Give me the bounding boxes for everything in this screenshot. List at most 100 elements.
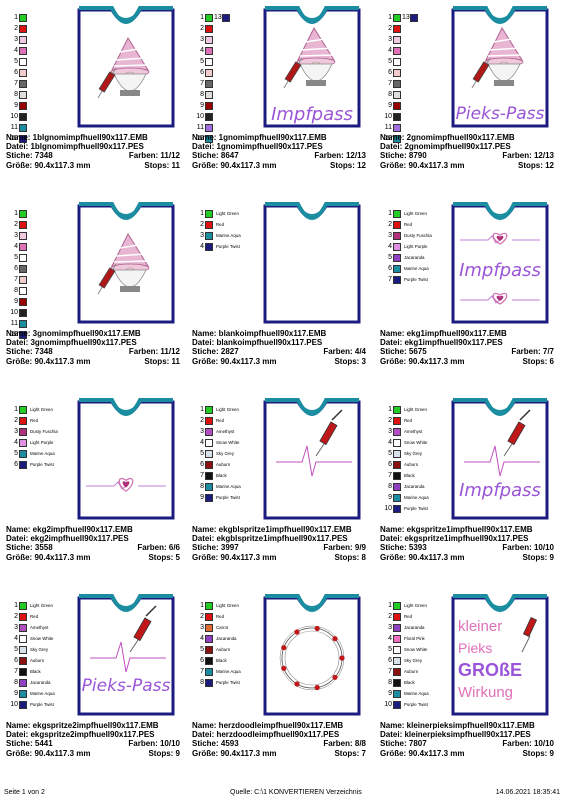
swatch-number: 3 bbox=[200, 428, 204, 435]
design-info: Name: 1gnomimpfhuell90x117.EMB Datei: 1gn… bbox=[192, 133, 366, 170]
color-swatch: 8 bbox=[6, 285, 86, 296]
swatch-number: 6 bbox=[388, 265, 392, 272]
swatch-color-box bbox=[393, 101, 401, 110]
swatch-color-box bbox=[19, 330, 27, 339]
color-swatch: 11 bbox=[6, 122, 86, 133]
swatch-number: 11 bbox=[196, 124, 204, 131]
info-row: Name: ekgblspritze1impfhuell90x117.EMB bbox=[192, 525, 366, 534]
swatch-number: 3 bbox=[388, 232, 392, 239]
swatch-number: 12 bbox=[196, 135, 204, 142]
color-swatch: 6 Purple Twist bbox=[6, 459, 86, 470]
info-row: Name: herzdoodleimpfhuell90x117.EMB bbox=[192, 721, 366, 730]
swatch-label: Black bbox=[216, 658, 227, 663]
swatch-color-box bbox=[19, 286, 27, 295]
swatch-color-box bbox=[393, 689, 401, 698]
swatch-number: 6 bbox=[200, 461, 204, 468]
swatch-number: 2 bbox=[14, 417, 18, 424]
swatch-label: Light Green bbox=[30, 407, 53, 412]
swatch-color-box bbox=[19, 438, 27, 447]
stop-count: Stops: 11 bbox=[144, 356, 180, 366]
swatch-number: 1 bbox=[388, 14, 392, 21]
color-swatch: 8 Jacaranda bbox=[6, 677, 86, 688]
color-swatch: 3 bbox=[192, 34, 272, 45]
info-row: Stiche: 8790 Farben: 12/13 bbox=[380, 151, 554, 160]
color-swatch: 8 Black bbox=[380, 677, 460, 688]
design-size: Größe: 90.4x117.3 mm bbox=[380, 356, 465, 366]
swatch-number: 12 bbox=[10, 135, 18, 142]
color-swatch: 4 Snow White bbox=[380, 437, 460, 448]
stop-count: Stops: 12 bbox=[329, 160, 366, 170]
swatch-color-box bbox=[205, 57, 213, 66]
swatch-label: Light Green bbox=[404, 407, 427, 412]
swatch-number: 5 bbox=[14, 58, 18, 65]
stop-count: Stops: 6 bbox=[522, 356, 554, 366]
swatch-number: 9 bbox=[14, 690, 18, 697]
swatch-number: 8 bbox=[14, 91, 18, 98]
design-file: Datei: 1gnomimpfhuell90x117.PES bbox=[192, 142, 323, 152]
color-swatch: 5 Sky Grey bbox=[6, 644, 86, 655]
pouch-preview bbox=[451, 398, 549, 520]
color-swatch: 6 Auburn bbox=[380, 459, 460, 470]
swatch-color-box bbox=[19, 308, 27, 317]
swatch-label: Marine Aqua bbox=[404, 495, 429, 500]
design-file: Datei: kleinerpieksimpfhuell90x117.PES bbox=[380, 730, 531, 740]
design-file: Datei: herzdoodleimpfhuell90x117.PES bbox=[192, 730, 340, 740]
color-swatch: 7 Black bbox=[380, 470, 460, 481]
page-number: Seite 1 von 2 bbox=[4, 789, 45, 796]
color-swatch: 3 Dusty Fuschia bbox=[380, 230, 460, 241]
info-row: Datei: ekgblspritze1impfhuell90x117.PES bbox=[192, 534, 366, 543]
color-swatch: 2 Red bbox=[6, 415, 86, 426]
info-row: Stiche: 7348 Farben: 11/12 bbox=[6, 347, 180, 356]
info-row: Größe: 90.4x117.3 mm Stops: 5 bbox=[6, 553, 180, 562]
swatch-color-box bbox=[19, 645, 27, 654]
pouch-preview bbox=[77, 398, 175, 520]
design-card: 1 2 3 4 5 6 7 8 9 10 11 12 Name: 1blgnomimpfhuell90x… bbox=[0, 0, 186, 196]
swatch-label: Floral Pink bbox=[404, 636, 425, 641]
stitch-count: Stiche: 2827 bbox=[192, 347, 239, 357]
color-count: Farben: 7/7 bbox=[511, 347, 554, 357]
color-swatch: 7 bbox=[192, 78, 272, 89]
swatch-number: 5 bbox=[14, 646, 18, 653]
color-swatch: 9 Marine Aqua bbox=[6, 688, 86, 699]
swatch-label: Light Green bbox=[404, 211, 427, 216]
pouch-text: Pieks-Pass bbox=[455, 104, 545, 124]
swatch-color-box bbox=[205, 601, 213, 610]
color-swatch: 11 bbox=[192, 122, 272, 133]
swatch-color-box bbox=[205, 634, 213, 643]
stitch-count: Stiche: 5441 bbox=[6, 739, 53, 749]
design-card: 1 13 2 3 4 5 6 7 8 9 10 11 12 Impfpass Name: 1gnomimpf… bbox=[186, 0, 372, 196]
swatch-number: 6 bbox=[14, 265, 18, 272]
swatch-color-box bbox=[19, 112, 27, 121]
swatch-number: 10 bbox=[196, 113, 204, 120]
color-swatch: 9 Marine Aqua bbox=[380, 688, 460, 699]
color-swatch: 1 13 bbox=[380, 12, 460, 23]
swatch-number: 10 bbox=[10, 701, 18, 708]
swatch-color-box bbox=[205, 90, 213, 99]
swatch-color-box bbox=[19, 79, 27, 88]
swatch-color-box bbox=[205, 449, 213, 458]
swatch-color-box bbox=[205, 68, 213, 77]
swatch-color-box bbox=[205, 645, 213, 654]
swatch-number: 11 bbox=[10, 320, 18, 327]
design-name: Name: 2gnomimpfhuell90x117.EMB bbox=[380, 133, 515, 142]
color-swatch: 2 Red bbox=[6, 611, 86, 622]
swatch-label: Snow White bbox=[404, 440, 428, 445]
swatch-color-box bbox=[19, 13, 27, 22]
design-size: Größe: 90.4x117.3 mm bbox=[6, 356, 91, 366]
swatch-number: 9 bbox=[388, 494, 392, 501]
swatch-number: 2 bbox=[200, 221, 204, 228]
info-row: Größe: 90.4x117.3 mm Stops: 9 bbox=[380, 553, 554, 562]
info-row: Stiche: 7807 Farben: 10/10 bbox=[380, 739, 554, 748]
swatch-number: 2 bbox=[388, 613, 392, 620]
stop-count: Stops: 9 bbox=[522, 748, 554, 758]
swatch-color-box bbox=[205, 112, 213, 121]
swatch-label: Snow White bbox=[216, 440, 240, 445]
swatch-number: 1 bbox=[200, 14, 204, 21]
color-count: Farben: 10/10 bbox=[502, 543, 554, 553]
swatch-number: 9 bbox=[388, 690, 392, 697]
info-row: Stiche: 3558 Farben: 6/6 bbox=[6, 543, 180, 552]
swatch-color-box bbox=[19, 90, 27, 99]
stop-count: Stops: 12 bbox=[517, 160, 554, 170]
stop-count: Stops: 5 bbox=[148, 552, 180, 562]
swatch-color-box bbox=[393, 438, 401, 447]
